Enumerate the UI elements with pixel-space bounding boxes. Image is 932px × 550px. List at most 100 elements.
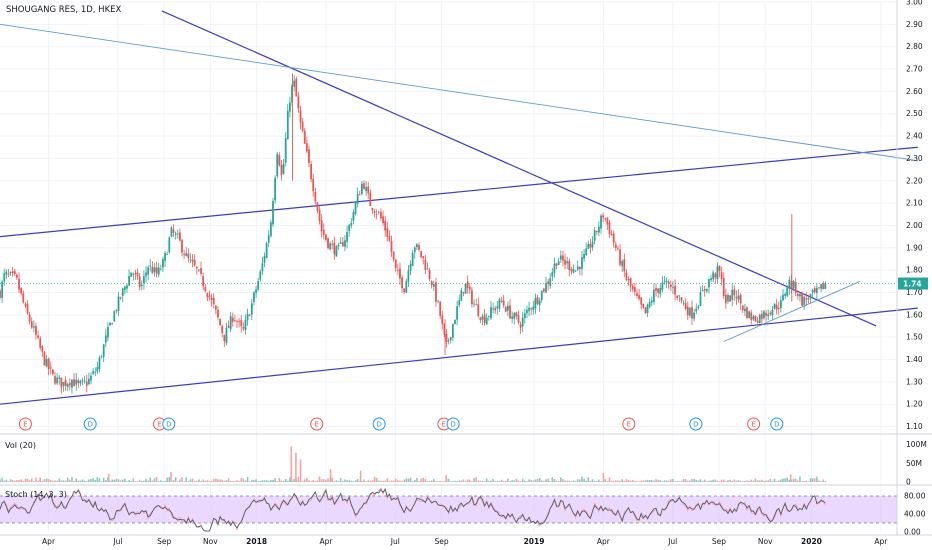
volume-bar <box>420 478 422 482</box>
candle-body <box>767 314 770 317</box>
volume-bar <box>3 480 6 482</box>
volume-spike-bar <box>107 473 110 482</box>
price-tick-label: 2.50 <box>906 109 923 118</box>
candle-body <box>769 312 772 315</box>
candle-body <box>686 306 689 316</box>
candle-body <box>540 290 543 301</box>
dividend-marker[interactable]: D <box>83 417 97 431</box>
volume-bar <box>655 479 657 482</box>
volume-bar <box>322 479 325 482</box>
earnings-marker[interactable]: E <box>747 417 761 431</box>
dividend-marker[interactable]: D <box>689 417 703 431</box>
volume-bar <box>608 477 611 482</box>
candle-body <box>786 287 789 296</box>
candle-body <box>113 311 116 322</box>
candle-body <box>733 289 736 296</box>
candle-body <box>382 216 384 224</box>
volume-bar <box>653 480 655 482</box>
candle-body <box>801 293 803 306</box>
candle-body <box>208 295 211 298</box>
volume-bar <box>576 479 579 482</box>
candle-body <box>60 377 63 388</box>
volume-bar <box>570 481 573 482</box>
volume-bar <box>788 479 791 482</box>
candle-body <box>392 251 395 260</box>
dividend-marker[interactable]: D <box>372 417 386 431</box>
event-marker-letter: D <box>693 421 698 429</box>
earnings-marker[interactable]: E <box>622 417 636 431</box>
volume-bar <box>454 480 456 482</box>
volume-bar <box>714 479 717 482</box>
dividend-marker[interactable]: D <box>446 417 460 431</box>
candle-body <box>363 183 365 189</box>
volume-bar <box>325 479 327 482</box>
candle-body <box>564 259 566 265</box>
candle-body <box>688 308 691 316</box>
trendline <box>723 280 861 343</box>
volume-bar <box>320 479 323 482</box>
candle-body <box>604 218 607 220</box>
volume-bar <box>598 479 600 482</box>
volume-bar <box>797 480 799 482</box>
dividend-marker[interactable]: D <box>770 417 784 431</box>
candle-body <box>212 297 215 305</box>
time-tick-label: Apr <box>597 537 611 546</box>
volume-bar <box>227 478 230 482</box>
candle-body <box>229 316 232 330</box>
candle-body <box>534 298 537 309</box>
dividend-marker[interactable]: D <box>162 417 176 431</box>
earnings-marker[interactable]: E <box>18 417 32 431</box>
volume-bar <box>132 478 135 482</box>
candle-body <box>204 287 207 292</box>
candle-body <box>557 261 560 265</box>
earnings-marker[interactable]: E <box>310 417 324 431</box>
candle-body <box>253 292 255 302</box>
volume-bar <box>540 480 543 482</box>
volume-bar <box>121 479 124 482</box>
candle-body <box>773 303 776 309</box>
candle-body <box>54 376 56 384</box>
candle-body <box>547 281 550 284</box>
candle-body <box>735 296 738 299</box>
candle-body <box>191 259 194 262</box>
volume-bar <box>443 481 446 482</box>
volume-bar <box>81 479 84 482</box>
volume-bar <box>14 480 16 482</box>
volume-bar <box>236 480 238 482</box>
volume-bar <box>672 479 674 482</box>
candle-body <box>85 381 88 386</box>
price-tick-label: 2.60 <box>906 87 923 96</box>
event-marker-circle <box>162 417 176 431</box>
volume-bar <box>532 480 535 482</box>
candle-body <box>739 294 742 304</box>
volume-bar <box>11 479 14 482</box>
volume-bar <box>462 479 465 482</box>
volume-bar <box>244 480 247 482</box>
volume-bar <box>253 479 255 482</box>
candle-body <box>650 300 653 303</box>
volume-bar <box>706 481 708 482</box>
volume-bar <box>202 479 204 482</box>
candle-body <box>58 377 61 379</box>
candle-body <box>143 276 145 284</box>
event-marker-circle <box>83 417 97 431</box>
candle-body <box>98 357 101 370</box>
candle-body <box>371 207 374 211</box>
candle-body <box>11 271 14 273</box>
candle-body <box>234 320 236 321</box>
candle-body <box>595 230 598 232</box>
volume-bar <box>348 480 350 482</box>
volume-bar <box>636 481 638 482</box>
candle-body <box>553 263 556 273</box>
volume-bar <box>452 481 454 482</box>
volume-bar <box>629 480 632 482</box>
volume-bar <box>119 480 122 482</box>
candle-body <box>107 326 109 338</box>
volume-bar <box>297 476 300 482</box>
volume-bar <box>670 479 672 482</box>
volume-bar <box>358 480 361 482</box>
candle-body <box>432 284 435 287</box>
candle-body <box>487 316 490 317</box>
event-marker-circle <box>18 417 32 431</box>
